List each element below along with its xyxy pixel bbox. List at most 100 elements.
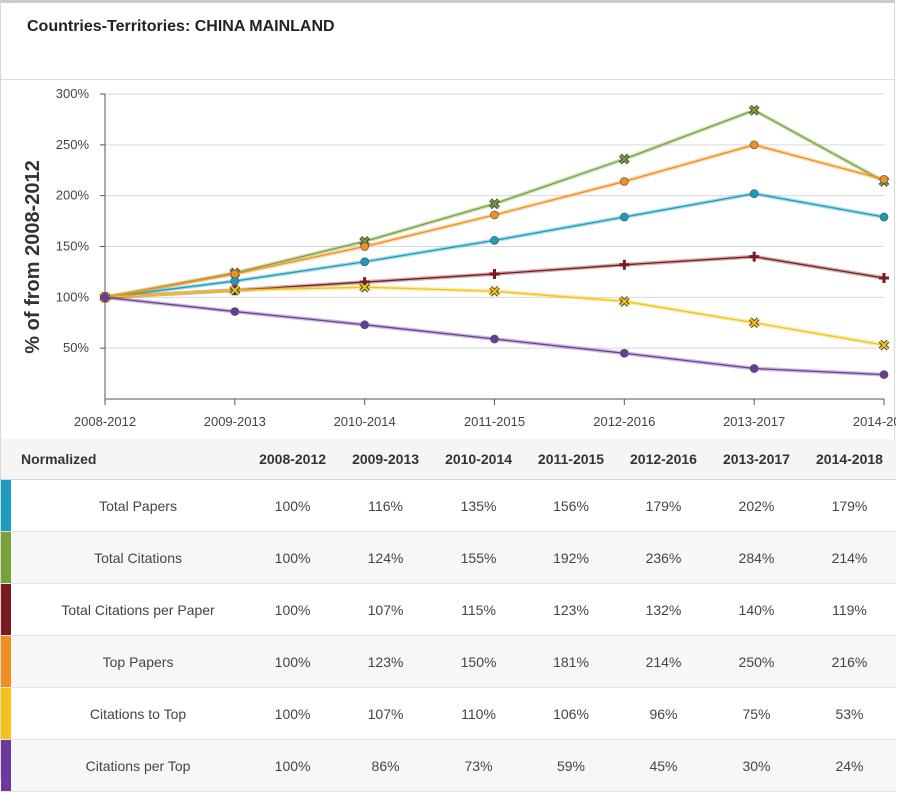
table-cell: 216%: [802, 635, 896, 688]
data-table: Normalized 2008-2012 2009-2013 2010-2014 20…: [1, 439, 896, 792]
data-point: [879, 273, 889, 284]
header: Countries-Territories: CHINA MAINLAND: [1, 3, 894, 80]
table-cell: 96%: [616, 687, 710, 740]
data-point: [360, 242, 370, 251]
table-cell: 110%: [432, 687, 526, 740]
y-tick-label: 300%: [56, 86, 90, 101]
table-cell: 73%: [432, 739, 526, 792]
series-color-swatch: [1, 635, 11, 688]
data-point: [490, 236, 499, 245]
data-point: [618, 153, 630, 165]
data-point: [230, 269, 240, 279]
table-cell: 150%: [432, 635, 526, 688]
data-point: [360, 257, 370, 267]
table-cell: 202%: [709, 479, 803, 532]
row-label: Citations to Top: [11, 687, 247, 740]
table-column-header: 2008-2012: [246, 439, 340, 480]
table-row: Citations to Top 100% 107% 110% 106% 96% 75% 53…: [1, 687, 896, 740]
data-point-mark: [619, 296, 630, 307]
x-tick-label: 2011-2015: [464, 414, 525, 429]
row-label: Citations per Top: [11, 739, 247, 792]
table-cell: 107%: [339, 687, 433, 740]
table-cell: 116%: [339, 479, 433, 532]
x-tick-label: 2010-2014: [334, 414, 396, 429]
series-layer: [99, 104, 890, 379]
table-cell: 24%: [802, 739, 896, 792]
table-row: Top Papers 100% 123% 150% 181% 214% 250% 216%: [1, 635, 896, 688]
table-cell: 30%: [709, 739, 803, 792]
table-cell: 100%: [246, 583, 340, 636]
table-row: Total Citations 100% 124% 155% 192% 236% 284% 2…: [1, 531, 896, 584]
data-point: [230, 307, 240, 316]
axis-layer: 50% 100% 150% 200% 250% 300% 2008-2012 2009-201…: [56, 86, 896, 429]
series-color-swatch: [1, 739, 11, 792]
data-point: [360, 320, 370, 330]
data-point: [619, 177, 629, 186]
table-cell: 132%: [616, 583, 710, 636]
data-point-mark: [619, 154, 630, 164]
table-cell: 119%: [802, 583, 896, 636]
table-cell: 155%: [432, 531, 526, 584]
series-color-swatch: [1, 531, 11, 584]
data-point: [490, 334, 499, 344]
table-cell: 45%: [616, 739, 710, 792]
data-point: [619, 259, 630, 270]
table-cell: 236%: [616, 531, 710, 584]
series-color-swatch: [1, 583, 11, 636]
data-point: [490, 210, 499, 220]
data-point-mark: [749, 105, 759, 115]
row-label: Total Papers: [11, 479, 247, 532]
x-tick-label: 2012-2016: [593, 414, 655, 429]
table-row: Citations per Top 100% 86% 73% 59% 45% 30% 24%: [1, 739, 896, 792]
data-point: [359, 281, 371, 293]
table-cell: 123%: [525, 583, 617, 636]
table-cell: 179%: [802, 479, 896, 532]
page-title: Countries-Territories: CHINA MAINLAND: [27, 18, 335, 35]
table-cell: 140%: [709, 583, 803, 636]
x-tick-label: 2013-2017: [723, 414, 785, 429]
y-tick-label: 50%: [63, 340, 89, 355]
table-cell: 100%: [246, 739, 340, 792]
table-cell: 179%: [616, 479, 710, 532]
table-cell: 123%: [339, 635, 433, 688]
data-point-mark: [489, 286, 500, 296]
data-point: [748, 317, 760, 329]
data-point: [878, 339, 890, 351]
series-line-glow: [104, 191, 885, 300]
table-cell: 100%: [246, 531, 340, 584]
table-cell: 214%: [802, 531, 896, 584]
data-point: [749, 189, 759, 198]
table-cell: 135%: [432, 479, 526, 532]
table-cell: 100%: [246, 687, 340, 740]
y-tick-label: 200%: [56, 188, 90, 203]
row-label: Top Papers: [11, 635, 247, 688]
data-point: [749, 140, 759, 150]
table-cell: 86%: [339, 739, 433, 792]
table-cell: 107%: [339, 583, 433, 636]
row-label: Total Citations: [11, 531, 247, 584]
table-cell: 214%: [616, 635, 710, 688]
y-tick-label: 250%: [56, 137, 90, 152]
data-point: [489, 285, 500, 297]
table-cell: 192%: [525, 531, 617, 584]
table-cell: 250%: [709, 635, 803, 688]
data-point-mark: [230, 285, 240, 295]
table-header-normalized: Normalized: [1, 439, 247, 480]
data-point: [229, 284, 241, 296]
grid-layer: [105, 93, 884, 349]
table-cell: 106%: [525, 687, 617, 740]
data-point: [100, 292, 110, 302]
table-cell: 53%: [802, 687, 896, 740]
table-cell: 156%: [525, 479, 617, 532]
line-chart-svg: 50% 100% 150% 200% 250% 300% 2008-2012 2009-201…: [22, 86, 896, 429]
data-point: [749, 251, 760, 262]
table-column-header: 2009-2013: [339, 439, 433, 480]
data-point: [749, 364, 759, 373]
table-body: Total Papers 100% 116% 135% 156% 179% 202% 179%…: [1, 479, 896, 792]
table-cell: 59%: [525, 739, 617, 792]
data-point: [879, 175, 889, 184]
table-column-header: 2014-2018: [802, 439, 896, 480]
y-tick-label: 100%: [56, 289, 90, 304]
data-point-mark: [359, 282, 370, 292]
